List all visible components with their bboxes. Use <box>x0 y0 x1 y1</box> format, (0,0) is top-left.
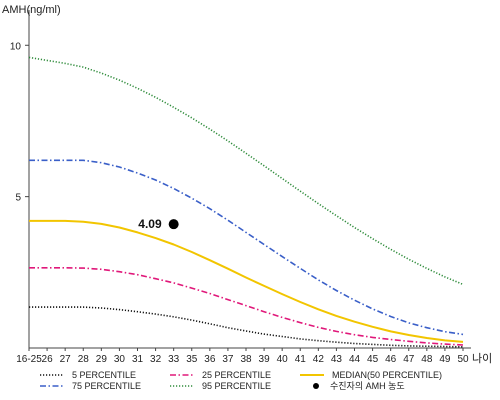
x-tick-label: 46 <box>385 354 397 365</box>
x-tick-label: 33 <box>168 354 180 365</box>
legend-marker-dot <box>313 383 319 389</box>
series-line-4 <box>28 56 464 286</box>
x-tick-label: 36 <box>204 354 216 365</box>
x-tick-label: 27 <box>60 354 72 365</box>
series-line-1 <box>29 267 464 346</box>
x-tick-label: 30 <box>114 354 126 365</box>
x-tick-label: 48 <box>421 354 433 365</box>
x-tick-label: 42 <box>313 354 325 365</box>
legend-label-4: 95 PERCENTILE <box>202 381 271 391</box>
x-tick-label: 38 <box>240 354 252 365</box>
legend-label-1: 25 PERCENTILE <box>202 370 271 380</box>
x-tick-label: 29 <box>96 354 108 365</box>
y-tick-label: 5 <box>15 193 21 204</box>
legend-label-0: 5 PERCENTILE <box>72 370 136 380</box>
x-tick-label: 50 <box>457 354 469 365</box>
x-tick-label: 39 <box>259 354 271 365</box>
x-tick-label: 44 <box>349 354 361 365</box>
series-line-0 <box>29 306 464 348</box>
patient-marker-group: 4.09 <box>138 217 179 231</box>
axes: AMH(ng/ml) <box>2 4 471 349</box>
x-tick-label: 31 <box>132 354 144 365</box>
x-tick-label: 37 <box>222 354 234 365</box>
x-tick-label: 47 <box>403 354 415 365</box>
legend: 5 PERCENTILE 25 PERCENTILE MEDIAN(50 PERCE… <box>40 370 442 391</box>
x-tick-label: 28 <box>78 354 90 365</box>
x-tick-label: 45 <box>367 354 379 365</box>
x-tick-label: 16-25 <box>16 354 42 365</box>
x-tick-label: 49 <box>439 354 451 365</box>
legend-label-2: MEDIAN(50 PERCENTILE) <box>332 370 442 380</box>
patient-marker-label: 4.09 <box>138 217 162 231</box>
x-axis-title: 나이 <box>472 352 492 365</box>
x-tick-label: 32 <box>150 354 162 365</box>
patient-marker <box>168 219 179 230</box>
y-tick-label: 10 <box>10 41 22 52</box>
series-line-2 <box>29 219 464 343</box>
x-tick-label: 43 <box>331 354 343 365</box>
series-lines <box>28 56 464 348</box>
legend-label-3: 75 PERCENTILE <box>72 381 141 391</box>
x-tick-label: 35 <box>186 354 198 365</box>
x-tick-label: 40 <box>277 354 289 365</box>
x-tick-label: 41 <box>295 354 307 365</box>
y-axis-title: AMH(ng/ml) <box>2 4 61 16</box>
legend-marker-label: 수진자의 AMH 농도 <box>330 381 405 391</box>
series-line-3 <box>29 159 464 336</box>
x-tick-label: 26 <box>42 354 54 365</box>
tick-labels: 5 10 16-25 26 27 28 29 30 31 32 33 35 36 37 38 39 40 41 42… <box>10 41 492 365</box>
